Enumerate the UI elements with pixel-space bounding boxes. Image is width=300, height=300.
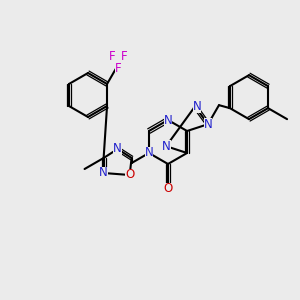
- Text: F: F: [115, 62, 122, 75]
- Text: N: N: [193, 100, 201, 113]
- Text: N: N: [164, 113, 172, 127]
- Text: F: F: [109, 50, 116, 63]
- Text: N: N: [99, 167, 108, 179]
- Text: N: N: [145, 146, 153, 160]
- Text: O: O: [164, 182, 172, 196]
- Text: N: N: [204, 118, 212, 131]
- Text: O: O: [125, 169, 134, 182]
- Text: N: N: [113, 142, 122, 155]
- Text: N: N: [162, 140, 170, 153]
- Text: F: F: [121, 50, 128, 63]
